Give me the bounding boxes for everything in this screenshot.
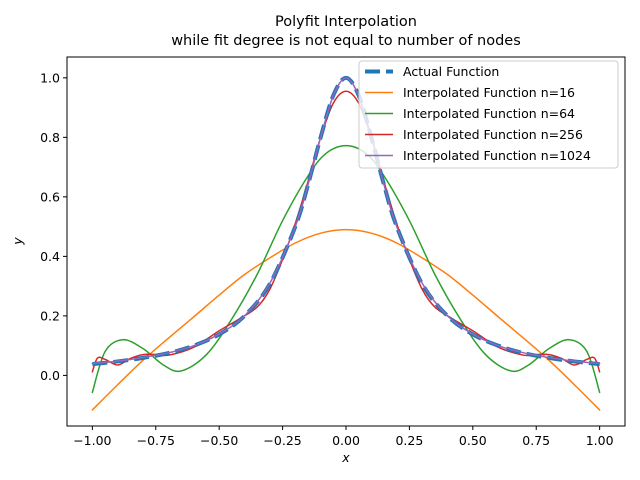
- x-tick-label: −1.00: [73, 433, 111, 448]
- x-tick-label: 0.50: [459, 433, 487, 448]
- legend-label: Actual Function: [403, 64, 499, 79]
- x-tick-label: −0.25: [263, 433, 301, 448]
- y-axis-label: y: [10, 237, 25, 246]
- chart-title-line2: while fit degree is not equal to number …: [171, 33, 521, 49]
- legend-label: Interpolated Function n=64: [403, 106, 575, 121]
- legend-entry-interpolated-function-n-1024: Interpolated Function n=1024: [365, 148, 591, 163]
- legend: Actual Function Interpolated Function n=1…: [358, 60, 619, 169]
- series-line-interpolated-function-n-1024: [91, 77, 601, 365]
- legend-label: Interpolated Function n=16: [403, 85, 575, 100]
- x-ticks: −1.00 −0.75 −0.50 −0.25 0.00 0.25 0.50 0.75 1.00: [73, 426, 614, 448]
- y-tick-label: 1.0: [40, 70, 60, 85]
- x-tick-label: 0.00: [332, 433, 360, 448]
- y-tick-label: 0.2: [40, 308, 60, 323]
- y-tick-label: 0.6: [40, 189, 60, 204]
- x-tick-label: 0.75: [522, 433, 550, 448]
- x-axis-label: x: [341, 450, 350, 465]
- legend-entry-interpolated-function-n-16: Interpolated Function n=16: [365, 85, 575, 100]
- y-ticks: 0.0 0.2 0.4 0.6 0.8 1.0: [40, 70, 67, 383]
- legend-entry-interpolated-function-n-64: Interpolated Function n=64: [365, 106, 575, 121]
- series-line-interpolated-function-n-64: [91, 144, 601, 394]
- chart-title-line1: Polyfit Interpolation: [275, 14, 417, 30]
- x-tick-label: 0.25: [395, 433, 423, 448]
- y-tick-label: 0.8: [40, 130, 60, 145]
- y-tick-label: 0.0: [40, 368, 60, 383]
- x-tick-label: −0.50: [200, 433, 238, 448]
- series-line-interpolated-function-n-16: [91, 228, 601, 411]
- legend-entry-actual-function: Actual Function: [365, 64, 499, 79]
- x-tick-label: −0.75: [137, 433, 175, 448]
- legend-box: [358, 60, 619, 169]
- legend-label: Interpolated Function n=256: [403, 127, 583, 142]
- legend-entry-interpolated-function-n-256: Interpolated Function n=256: [365, 127, 583, 142]
- y-tick-label: 0.4: [40, 249, 60, 264]
- x-tick-label: 1.00: [586, 433, 614, 448]
- axes-frame: [66, 56, 626, 427]
- legend-label: Interpolated Function n=1024: [403, 148, 591, 163]
- plot-lines: [91, 75, 601, 411]
